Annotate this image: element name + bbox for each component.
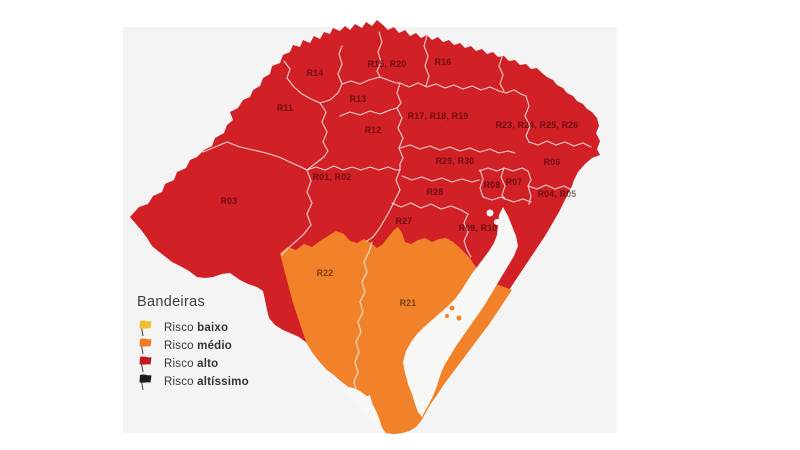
legend-label: Risco altíssimo <box>164 376 249 388</box>
region-label-R14: R14 <box>307 68 324 78</box>
region-label-R27: R27 <box>396 216 413 226</box>
region-label-R28: R28 <box>427 187 444 197</box>
guaiba-water <box>486 209 494 217</box>
region-label-R12: R12 <box>365 125 382 135</box>
legend-item-risco-altissimo: Risco altíssimo <box>137 373 307 391</box>
region-label-R04-R05: R04, R05 <box>538 189 577 199</box>
region-label-R15-R20: R15, R20 <box>368 59 407 69</box>
region-label-R06: R06 <box>544 157 561 167</box>
flag-icon <box>139 320 152 337</box>
region-label-R11: R11 <box>277 103 293 113</box>
region-label-R07: R07 <box>506 177 523 187</box>
legend-item-risco-baixo: Risco baixo <box>137 319 307 337</box>
lagoa-mirim <box>344 387 382 428</box>
legend-label: Risco baixo <box>164 322 229 334</box>
region-label-R21: R21 <box>400 298 417 308</box>
region-borders <box>202 31 592 391</box>
region-label-R09-R10: R09, R10 <box>459 223 498 233</box>
lagoa-dos-patos <box>403 207 518 417</box>
legend-label: Risco médio <box>164 340 233 352</box>
south-region-risco-medio <box>280 227 512 434</box>
state-shape-risco-alto <box>130 20 600 434</box>
legend-item-risco-medio: Risco médio <box>137 337 307 355</box>
guaiba-water-2 <box>494 219 500 225</box>
region-label-R23-R24-R25-R26: R23, R24, R25, R26 <box>496 120 579 130</box>
flag-icon <box>139 374 152 391</box>
region-label-R03: R03 <box>221 196 238 206</box>
region-label-R17-R18-R19: R17, R18, R19 <box>408 111 469 121</box>
region-label-R01-R02: R01, R02 <box>313 172 352 182</box>
region-labels: R14 R15, R20 R16 R11 R13 R12 R17, R18, R19 R23,… <box>221 57 579 308</box>
water-shapes <box>344 207 518 428</box>
legend-title: Bandeiras <box>137 294 205 310</box>
legend-item-risco-alto: Risco alto <box>137 355 307 373</box>
lagoon-islands <box>445 305 462 321</box>
region-label-R16: R16 <box>435 57 452 67</box>
region-label-R13: R13 <box>350 94 367 104</box>
region-label-R22: R22 <box>317 268 334 278</box>
flag-icon <box>139 356 152 373</box>
legend: Bandeiras Risco baixo Risco médio Risco … <box>137 294 307 391</box>
region-label-R29-R30: R29, R30 <box>436 156 475 166</box>
legend-label: Risco alto <box>164 358 219 370</box>
region-label-R08: R08 <box>484 180 501 190</box>
flag-icon <box>139 338 152 355</box>
